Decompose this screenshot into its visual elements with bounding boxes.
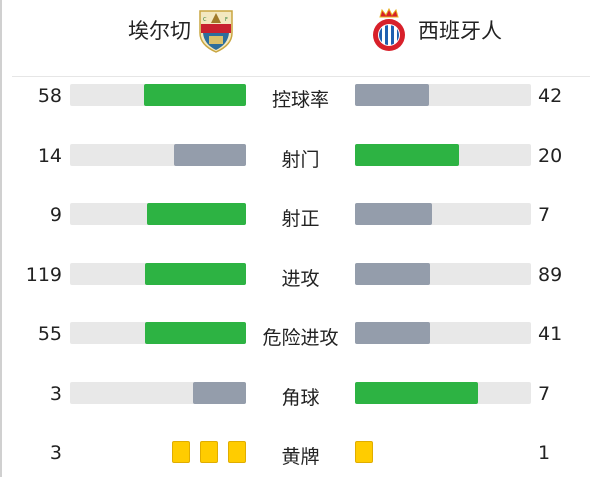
stat-row-yellow-cards: 3 黄牌 1 (0, 441, 600, 468)
stat-row: 14 射门 20 (0, 143, 600, 171)
stat-row: 58 控球率 42 (0, 84, 600, 111)
away-yellow-cards (355, 441, 373, 463)
stat-label: 危险进攻 (262, 327, 339, 349)
away-bar-fill (355, 143, 459, 166)
home-bar-fill (147, 203, 246, 225)
away-team-name: 西班牙人 (418, 19, 502, 43)
home-bar-fill (145, 262, 246, 285)
home-bar-fill (145, 322, 246, 344)
away-bar-fill (355, 381, 479, 404)
svg-text:C: C (203, 17, 207, 23)
home-bar (70, 143, 246, 166)
stat-label: 角球 (281, 386, 320, 409)
away-bar (355, 143, 531, 166)
stat-row: 9 射正 7 (0, 203, 600, 230)
stat-label: 进攻 (281, 267, 320, 290)
away-bar (355, 84, 531, 106)
away-bar-fill (355, 322, 431, 344)
away-value: 42 (538, 85, 563, 107)
home-bar (70, 262, 246, 285)
away-bar (355, 262, 531, 285)
away-value: 7 (538, 204, 551, 226)
stat-row: 55 危险进攻 41 (0, 322, 600, 349)
yellow-card-icon (355, 441, 373, 463)
home-value: 3 (49, 382, 62, 405)
stat-label: 射正 (281, 208, 320, 230)
home-bar (70, 84, 246, 106)
home-bar-fill (193, 381, 246, 404)
espanyol-crest-icon (373, 7, 405, 51)
home-value: 9 (49, 204, 62, 226)
away-bar (355, 322, 531, 344)
stat-label: 黄牌 (281, 446, 320, 468)
away-bar-fill (355, 84, 429, 106)
header-divider (12, 76, 590, 77)
yellow-card-icon (172, 441, 190, 463)
stat-row: 119 进攻 89 (0, 262, 600, 290)
away-value: 20 (538, 144, 563, 167)
away-bar-fill (355, 262, 431, 285)
away-value: 1 (538, 442, 551, 464)
home-value: 58 (37, 85, 62, 107)
home-value: 55 (37, 323, 62, 345)
away-value: 89 (538, 263, 563, 286)
home-bar (70, 322, 246, 344)
away-value: 7 (538, 382, 551, 405)
away-value: 41 (538, 323, 563, 345)
away-bar (355, 203, 531, 225)
svg-text:F: F (225, 17, 228, 23)
home-bar (70, 381, 246, 404)
home-bar-fill (143, 84, 246, 106)
home-team-name: 埃尔切 (128, 19, 191, 43)
home-bar-fill (173, 143, 246, 166)
left-border (0, 0, 2, 477)
yellow-card-icon (200, 441, 218, 463)
stat-label: 射门 (281, 148, 320, 171)
away-bar-fill (355, 203, 432, 225)
stat-row: 3 角球 7 (0, 381, 600, 409)
home-value: 3 (49, 442, 62, 464)
away-team[interactable]: 西班牙人 (370, 7, 502, 52)
stat-label: 控球率 (271, 89, 329, 111)
home-yellow-cards (172, 441, 246, 463)
home-value: 119 (25, 263, 62, 286)
home-value: 14 (37, 144, 62, 167)
yellow-card-icon (228, 441, 246, 463)
home-bar (70, 203, 246, 225)
away-bar (355, 381, 531, 404)
